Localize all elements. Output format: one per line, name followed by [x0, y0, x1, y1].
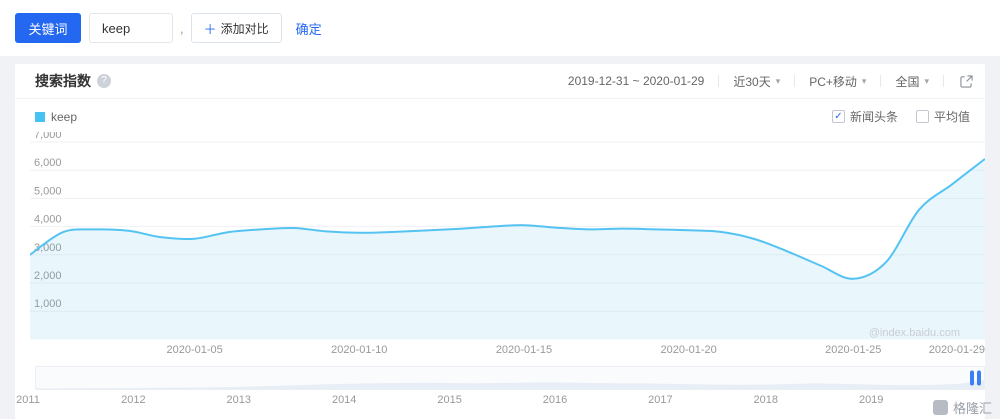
series-line	[29, 158, 986, 280]
timeline-strip[interactable]	[35, 366, 985, 390]
chevron-down-icon: ▾	[924, 75, 929, 86]
external-link-icon[interactable]	[960, 74, 973, 88]
date-range: 2019-12-31 ~ 2020-01-29	[567, 74, 705, 88]
timeline-sparkline	[36, 380, 984, 389]
device-select[interactable]: PC+移动 ▾	[809, 73, 866, 90]
chevron-down-icon: ▾	[861, 75, 867, 86]
news-headline-checkbox[interactable]: ✓ 新闻头条	[831, 108, 898, 125]
timeline-year-label: 2019	[858, 394, 884, 406]
news-headline-label: 新闻头条	[849, 110, 898, 124]
search-index-chart[interactable]: 1,000 2,000 3,000 4,000 5,000 6,000 7,000 2020-…	[29, 129, 986, 360]
gelonghui-logo	[932, 400, 948, 415]
keyword-button[interactable]: 关键词	[15, 13, 81, 43]
help-icon[interactable]: ?	[97, 74, 111, 88]
region-select-value: 全国	[895, 74, 920, 89]
overlay-checkboxes: ✓ 新闻头条 平均值	[831, 108, 970, 125]
legend-swatch	[35, 111, 45, 122]
device-select-value: PC+移动	[809, 74, 857, 89]
chevron-down-icon: ▾	[775, 75, 781, 86]
timeline-slider-handle[interactable]	[970, 370, 981, 386]
timeline-year-label: 2011	[16, 394, 40, 406]
topbar: 关键词 keep , ＋ 添加对比 确定	[0, 0, 1000, 56]
y-axis-label: 5,000	[34, 185, 62, 197]
divider	[880, 75, 882, 87]
y-axis-label: 1,000	[34, 298, 62, 310]
checkbox-unchecked-icon	[915, 110, 929, 123]
series-area	[30, 158, 985, 340]
x-axis-label: 2020-01-29	[929, 344, 985, 356]
add-compare-button[interactable]: ＋ 添加对比	[190, 13, 282, 43]
plus-icon: ＋	[203, 21, 217, 37]
y-axis-label: 4,000	[34, 214, 62, 226]
timeline-year-label: 2013	[226, 394, 252, 406]
timeline-year-label: 2012	[121, 394, 146, 406]
divider	[718, 75, 720, 87]
gelonghui-watermark: 格隆汇	[932, 398, 992, 417]
checkbox-checked-icon: ✓	[831, 110, 845, 123]
divider	[943, 75, 944, 87]
y-axis-label: 7,000	[34, 132, 62, 141]
keyword-separator: ,	[180, 20, 184, 36]
range-select-value: 近30天	[733, 74, 771, 89]
region-select[interactable]: 全国 ▾	[895, 73, 929, 90]
timeline-year-label: 2018	[753, 394, 779, 406]
x-axis-label: 2020-01-05	[167, 344, 223, 356]
chart-watermark: @index.baidu.com	[868, 327, 960, 339]
gelonghui-label: 格隆汇	[952, 401, 992, 416]
add-compare-label: 添加对比	[220, 21, 269, 36]
keyword-input[interactable]: keep	[89, 13, 173, 43]
average-checkbox[interactable]: 平均值	[915, 108, 970, 125]
search-index-chart-svg: 1,000 2,000 3,000 4,000 5,000 6,000 7,000 2020-…	[29, 129, 986, 356]
legend-item-keep[interactable]: keep	[35, 110, 77, 124]
timeline-year-label: 2014	[331, 394, 357, 406]
confirm-link[interactable]: 确定	[295, 21, 322, 37]
panel-header: 搜索指数 ? 2019-12-31 ~ 2020-01-29 近30天 ▾ PC…	[15, 64, 985, 99]
y-axis-label: 6,000	[34, 157, 62, 169]
divider	[794, 75, 796, 87]
legend-label: keep	[51, 109, 78, 124]
timeline-year-label: 2016	[542, 394, 568, 406]
x-axis-label: 2020-01-20	[660, 344, 716, 356]
average-label: 平均值	[933, 110, 970, 124]
range-select[interactable]: 近30天 ▾	[733, 73, 780, 90]
panel-title: 搜索指数	[35, 73, 91, 89]
y-axis-label: 3,000	[34, 242, 62, 254]
timeline-year-label: 2017	[648, 394, 673, 406]
y-axis-label: 2,000	[34, 270, 62, 282]
keyword-input-value: keep	[102, 20, 131, 36]
x-axis-label: 2020-01-15	[496, 344, 552, 356]
search-index-panel: 搜索指数 ? 2019-12-31 ~ 2020-01-29 近30天 ▾ PC…	[15, 64, 986, 419]
timeline-years: 2011 2012 2013 2014 2015 2016 2017 2018 …	[15, 394, 985, 408]
x-axis-label: 2020-01-10	[331, 344, 387, 356]
panel-controls: 2019-12-31 ~ 2020-01-29 近30天 ▾ PC+移动 ▾ 全…	[568, 73, 973, 90]
timeline-year-label: 2015	[437, 394, 462, 406]
legend-row: keep ✓ 新闻头条 平均值	[35, 108, 970, 125]
x-axis-label: 2020-01-25	[825, 344, 881, 356]
